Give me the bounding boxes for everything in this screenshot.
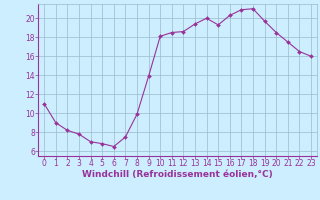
- X-axis label: Windchill (Refroidissement éolien,°C): Windchill (Refroidissement éolien,°C): [82, 170, 273, 179]
